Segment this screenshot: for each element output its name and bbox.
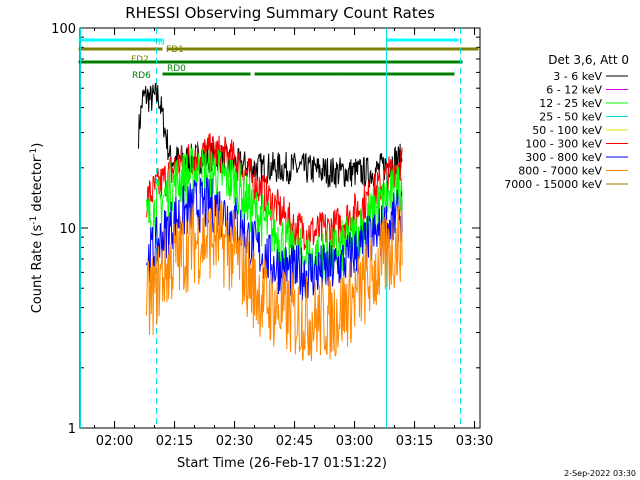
y-tick-label: 10	[59, 222, 76, 237]
series-line	[146, 195, 403, 362]
date-stamp: 2-Sep-2022 03:30	[564, 469, 636, 478]
x-tick-label: 02:45	[276, 434, 313, 449]
x-tick-label: 02:15	[156, 434, 193, 449]
status-label-n: N	[158, 38, 165, 48]
legend-entry-label: 6 - 12 keV	[546, 84, 602, 97]
y-axis-label: Count Rate (s-1 detector-1)	[29, 143, 45, 314]
legend-entry-label: 100 - 300 keV	[525, 138, 602, 151]
status-label-rd0: RD0	[167, 64, 186, 74]
legend-entry-label: 800 - 7000 keV	[518, 165, 602, 178]
x-tick-label: 03:30	[456, 434, 493, 449]
legend-header: Det 3,6, Att 0	[548, 53, 629, 67]
x-tick-label: 02:00	[96, 434, 133, 449]
status-label-rd6: RD6	[132, 71, 151, 81]
legend-entry-label: 50 - 100 keV	[532, 124, 602, 137]
y-tick-label: 100	[51, 22, 76, 37]
status-label-fd1: FD1	[166, 45, 184, 55]
chart-title: RHESSI Observing Summary Count Rates	[125, 4, 435, 22]
legend-entry-label: 25 - 50 keV	[539, 111, 602, 124]
series-line	[146, 132, 403, 251]
x-tick-label: 03:15	[396, 434, 433, 449]
legend-entry-label: 3 - 6 keV	[553, 70, 602, 83]
legend-entry-label: 300 - 800 keV	[525, 151, 602, 164]
plot-layer: 02:00 02:15 02:30 02:45 03:00 03:15 03:30 1 10 10…	[51, 22, 493, 449]
x-tick-label: 03:00	[336, 434, 373, 449]
x-tick-label: 02:30	[216, 434, 253, 449]
x-axis-label: Start Time (26-Feb-17 01:51:22)	[177, 456, 387, 471]
legend-entry-label: 12 - 25 keV	[539, 97, 602, 110]
y-tick-label: 1	[68, 422, 76, 437]
series-line	[146, 146, 403, 285]
status-label-fd2: FD2	[131, 55, 149, 65]
legend-entry-label: 7000 - 15000 keV	[504, 178, 602, 191]
